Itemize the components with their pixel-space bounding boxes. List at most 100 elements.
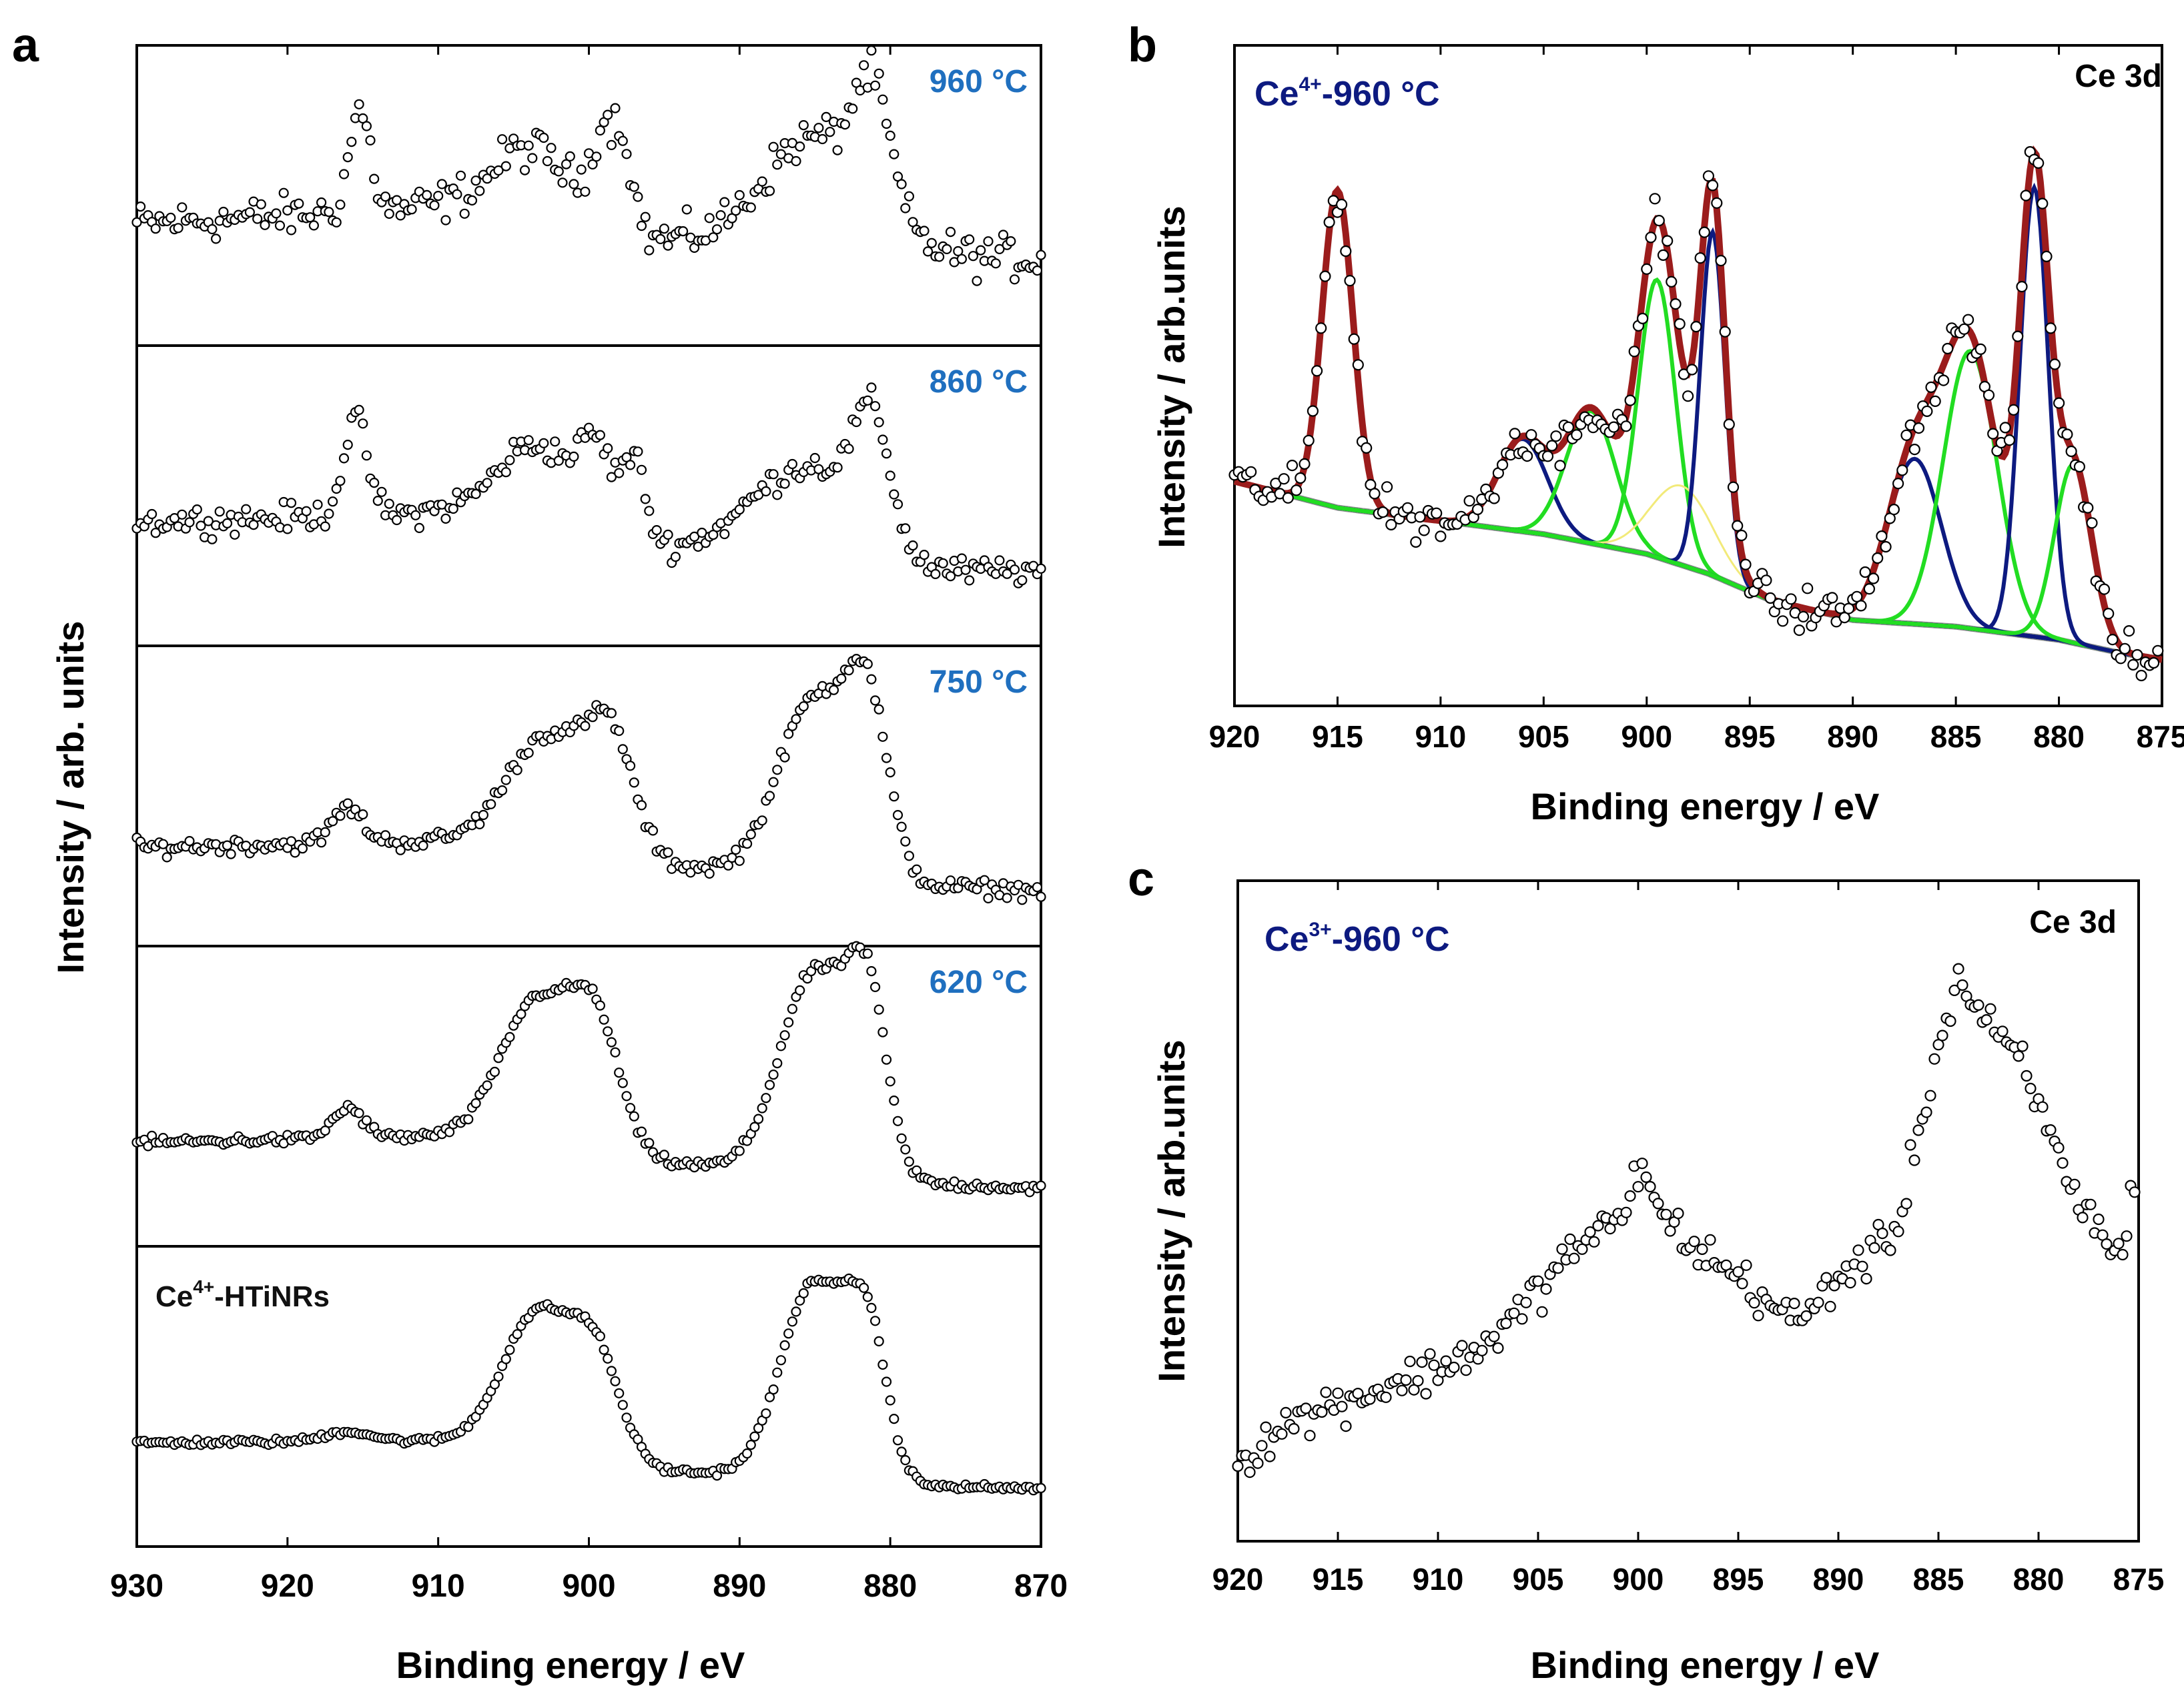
data-point: [2098, 583, 2111, 595]
data-point: [1800, 1310, 1812, 1322]
data-point: [271, 208, 282, 219]
data-point: [798, 1288, 809, 1299]
panel-b-sample-label: Ce4+-960 °C: [1254, 73, 1440, 113]
data-point: [369, 477, 380, 488]
panel-c-xlabel: Binding energy / eV: [1531, 1644, 1880, 1686]
data-point: [1532, 1275, 1544, 1287]
data-point: [617, 135, 628, 146]
data-point: [1645, 232, 1657, 244]
data-point: [644, 1138, 655, 1148]
data-point: [1323, 216, 1335, 228]
data-point: [1690, 321, 1702, 333]
data-point: [2107, 633, 2119, 646]
panel-b-ylabel: Intensity / arb.units: [1150, 205, 1192, 548]
data-point: [1032, 265, 1043, 276]
data-point: [1652, 1198, 1664, 1210]
data-point: [482, 478, 492, 488]
data-point: [591, 151, 602, 162]
data-point: [1785, 593, 1797, 605]
x-tick-label: 905: [1513, 1562, 1564, 1597]
data-point: [422, 189, 432, 200]
data-point: [576, 164, 587, 175]
data-point: [873, 704, 884, 715]
data-point: [2129, 1186, 2141, 1198]
data-point: [603, 109, 613, 120]
data-point: [629, 777, 639, 788]
data-point: [640, 211, 651, 222]
data-point: [1904, 1139, 1916, 1151]
subplot-1: 960 °C: [131, 45, 1046, 286]
data-point: [1740, 558, 1752, 570]
data-point: [922, 246, 934, 257]
data-point: [663, 240, 673, 251]
data-point: [881, 1376, 892, 1387]
data-point: [753, 1114, 764, 1124]
data-point: [757, 1103, 767, 1114]
data-point: [1036, 1180, 1046, 1191]
data-point: [1340, 1420, 1352, 1432]
panel-c-x-axis: 920 915 910 905 900 895 890 885 880 875: [1212, 881, 2164, 1597]
data-point: [953, 246, 964, 257]
data-point: [486, 799, 496, 809]
data-point: [1385, 518, 1397, 531]
data-point: [433, 191, 444, 201]
data-point: [873, 68, 884, 79]
data-point: [1828, 1280, 1840, 1292]
data-point: [1424, 1348, 1436, 1360]
data-point: [380, 191, 391, 202]
data-point: [1944, 1015, 1956, 1027]
data-point: [1896, 464, 1908, 476]
data-point: [2033, 157, 2045, 169]
data-point: [1304, 1430, 1316, 1442]
data-point: [1418, 524, 1430, 536]
panel-c: Intensity / arb.units Binding energy / e…: [1150, 879, 2164, 1686]
data-point: [226, 849, 236, 859]
data-point: [565, 151, 575, 161]
data-point: [211, 234, 222, 244]
data-point: [647, 825, 659, 836]
data-point: [1842, 602, 1855, 614]
data-point: [1428, 1359, 1440, 1371]
data-point: [1335, 198, 1348, 211]
data-point: [1872, 552, 1884, 564]
data-point: [869, 401, 881, 412]
data-point: [681, 204, 692, 215]
data-point: [881, 1054, 892, 1065]
data-point: [783, 1017, 794, 1028]
panel-b: Intensity / arb.units Binding energy / e…: [1150, 44, 2184, 827]
data-point: [2045, 1124, 2057, 1136]
data-point: [885, 130, 895, 141]
data-point: [1624, 1190, 1636, 1202]
data-point: [1456, 1340, 1468, 1352]
data-point: [173, 223, 184, 234]
data-point: [1006, 236, 1016, 247]
data-point: [1688, 1236, 1700, 1248]
data-point: [1868, 1242, 1880, 1254]
data-point: [1863, 582, 1875, 595]
data-point: [772, 765, 783, 775]
data-point: [617, 1400, 628, 1410]
data-point: [617, 744, 628, 755]
data-point: [836, 673, 847, 684]
data-point: [851, 416, 862, 428]
data-point: [636, 1126, 647, 1137]
data-point: [1707, 179, 1719, 191]
data-point: [504, 1344, 515, 1355]
data-point: [1938, 374, 1950, 386]
data-point: [881, 753, 892, 763]
data-point: [791, 714, 801, 725]
data-point: [1980, 1013, 1992, 1026]
data-point: [369, 173, 380, 184]
data-point: [877, 1027, 888, 1037]
data-point: [795, 141, 805, 152]
data-point: [580, 186, 591, 197]
data-point: [772, 490, 783, 500]
data-point: [1509, 428, 1521, 440]
data-point: [346, 137, 357, 147]
data-point: [821, 111, 831, 122]
data-point: [761, 1408, 771, 1419]
data-point: [286, 498, 297, 508]
data-point: [489, 1066, 500, 1078]
data-point: [885, 767, 895, 778]
data-point: [320, 1125, 330, 1136]
